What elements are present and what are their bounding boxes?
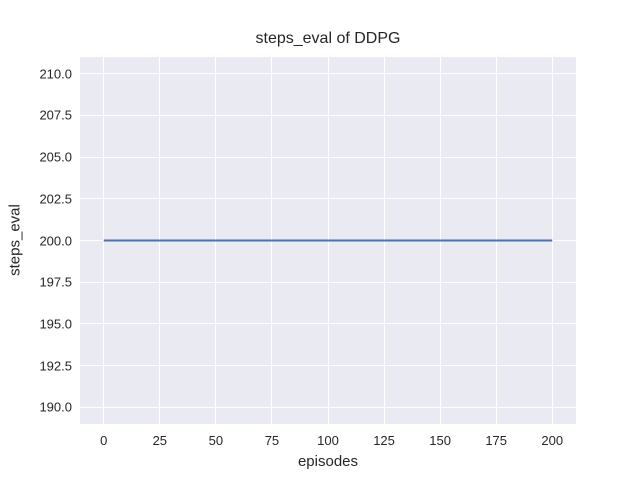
x-tick-label: 100 xyxy=(317,433,339,448)
y-tick-label: 200.0 xyxy=(39,233,72,248)
y-axis-label: steps_eval xyxy=(6,204,24,276)
y-tick-label: 190.0 xyxy=(39,399,72,415)
y-tick-label: 210.0 xyxy=(39,66,72,82)
x-tick-label: 150 xyxy=(429,433,451,448)
x-tick-label: 25 xyxy=(152,433,168,448)
x-tick-label: 200 xyxy=(541,433,564,448)
y-tick-label: 192.5 xyxy=(39,358,72,374)
x-tick-label: 50 xyxy=(208,433,224,448)
chart-title: steps_eval of DDPG xyxy=(255,30,401,47)
y-tick-label: 207.5 xyxy=(39,107,72,123)
y-tick-label: 197.5 xyxy=(39,274,72,290)
x-tick-label: 125 xyxy=(373,433,395,448)
x-axis-label: episodes xyxy=(297,453,359,470)
y-tick-label: 205.0 xyxy=(39,149,72,165)
x-tick-label: 175 xyxy=(485,433,508,448)
x-tick-label: 75 xyxy=(264,433,280,448)
plot-area xyxy=(80,57,576,424)
line-series-layer xyxy=(103,239,553,242)
y-tick-label: 202.5 xyxy=(39,191,72,207)
x-tick-label: 0 xyxy=(100,433,108,448)
y-tick-label: 195.0 xyxy=(39,316,72,332)
gridline-vertical xyxy=(103,57,105,424)
